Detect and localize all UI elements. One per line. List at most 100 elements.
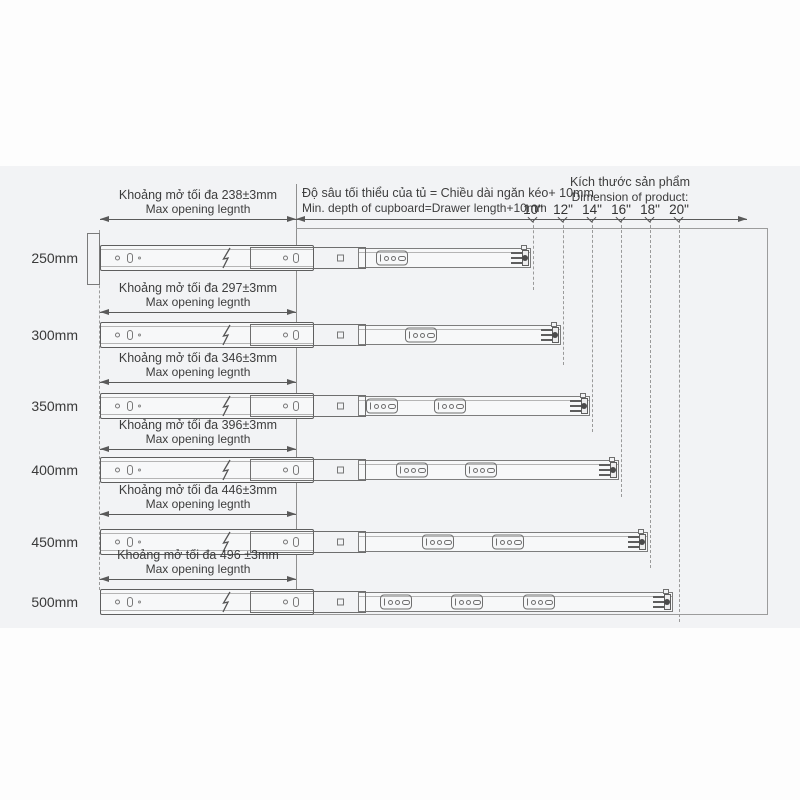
arrowhead-left-icon xyxy=(100,575,109,582)
rail-flange xyxy=(359,329,560,330)
mounting-slot-icon xyxy=(127,253,133,263)
inch-guide-line xyxy=(563,220,564,365)
max-opening-label-en: Max opening legnth xyxy=(145,295,251,309)
mounting-slot-icon xyxy=(127,465,133,475)
mounting-hole-icon xyxy=(115,467,120,473)
arrowhead-right-icon xyxy=(287,575,296,582)
rail-flange xyxy=(101,266,313,267)
rail-flange xyxy=(359,464,618,465)
inch-label: 20" xyxy=(669,202,689,217)
slide-mid-rail xyxy=(250,531,366,553)
row-length-label: 450mm xyxy=(31,534,78,550)
mounting-hole-icon xyxy=(337,598,344,606)
mounting-hole-icon xyxy=(283,539,288,545)
rail-flange xyxy=(101,249,313,250)
max-opening-label-en: Max opening legnth xyxy=(145,202,251,216)
max-opening-dimension-arrow xyxy=(100,378,296,385)
max-opening-label-vi: Khoảng mở tối đa 297±3mm xyxy=(118,281,278,295)
break-symbol-icon xyxy=(222,591,231,613)
mounting-hole-icon xyxy=(283,467,288,473)
mounting-hole-icon xyxy=(138,333,141,337)
inch-guide-line xyxy=(650,220,651,568)
max-opening-label-en: Max opening legnth xyxy=(145,432,251,446)
max-opening-label-vi: Khoảng mở tối đa 396±3mm xyxy=(118,418,278,432)
mounting-hole-icon xyxy=(115,255,120,261)
arrowhead-left-icon xyxy=(296,215,305,222)
end-bracket-icon xyxy=(653,589,671,610)
slide-mid-rail xyxy=(250,459,366,481)
slide-mid-rail xyxy=(250,395,366,417)
mounting-hole-icon xyxy=(337,466,344,474)
mounting-slot-icon xyxy=(293,401,299,411)
inch-guide-line xyxy=(621,220,622,497)
connector-bracket-icon xyxy=(376,250,408,266)
connector-bracket-icon xyxy=(396,462,428,478)
mounting-hole-icon xyxy=(115,332,120,338)
arrowhead-right-icon xyxy=(287,308,296,315)
row-length-label: 350mm xyxy=(31,398,78,414)
rail-flange xyxy=(101,550,313,551)
rail-flange xyxy=(101,610,313,611)
rail-flange xyxy=(101,461,313,462)
mounting-hole-icon xyxy=(138,468,141,472)
slide-extension-rail xyxy=(358,245,531,268)
max-opening-dimension-arrow xyxy=(100,575,296,582)
connector-bracket-icon xyxy=(405,327,437,343)
slide-mid-rail xyxy=(250,324,366,346)
row-length-label: 250mm xyxy=(31,250,78,266)
mounting-slot-icon xyxy=(293,253,299,263)
rail-flange xyxy=(359,400,589,401)
rail-flange xyxy=(101,478,313,479)
mounting-hole-icon xyxy=(337,538,344,546)
arrowhead-right-icon xyxy=(287,378,296,385)
max-opening-label-en: Max opening legnth xyxy=(145,562,251,576)
arrowhead-left-icon xyxy=(100,378,109,385)
slide-extension-rail xyxy=(358,393,590,416)
cupboard-outline xyxy=(296,228,768,615)
arrowhead-left-icon xyxy=(100,308,109,315)
break-symbol-icon xyxy=(222,531,231,553)
break-symbol-icon xyxy=(222,459,231,481)
rail-flange xyxy=(101,414,313,415)
rail-flange xyxy=(101,343,313,344)
end-bracket-icon xyxy=(599,457,617,478)
inch-label: 14" xyxy=(582,202,602,217)
slide-extension-rail xyxy=(358,589,673,612)
slide-mid-rail xyxy=(250,247,366,269)
mounting-slot-icon xyxy=(293,597,299,607)
rail-flange xyxy=(101,533,313,534)
front-mounting-bracket xyxy=(87,233,100,285)
inch-label: 12" xyxy=(553,202,573,217)
slide-extension-rail xyxy=(358,457,619,480)
break-symbol-icon xyxy=(222,247,231,269)
product-dim-title-en: Dimension of product: xyxy=(571,190,689,204)
rail-flange xyxy=(101,397,313,398)
max-opening-label-vi: Khoảng mở tối đa 346±3mm xyxy=(118,351,278,365)
cupboard-note-en: Min. depth of cupboard=Drawer length+10m… xyxy=(302,201,547,215)
mounting-hole-icon xyxy=(138,600,141,604)
max-opening-dimension-arrow xyxy=(100,510,296,517)
arrowhead-left-icon xyxy=(100,510,109,517)
slide-extension-rail xyxy=(358,322,561,345)
max-opening-label-vi: Khoảng mở tối đa 446±3mm xyxy=(118,483,278,497)
cupboard-note-vi: Độ sâu tối thiểu của tủ = Chiều dài ngăn… xyxy=(302,186,594,200)
row-length-label: 300mm xyxy=(31,327,78,343)
max-opening-label-vi: Khoảng mở tối đa 238±3mm xyxy=(118,188,278,202)
mounting-hole-icon xyxy=(115,403,120,409)
mounting-slot-icon xyxy=(127,401,133,411)
max-opening-dimension-arrow xyxy=(100,445,296,452)
break-symbol-icon xyxy=(222,395,231,417)
arrowhead-right-icon xyxy=(287,215,296,222)
max-opening-label-vi: Khoảng mở tối đa 496 ±3mm xyxy=(117,548,279,562)
arrowhead-right-icon xyxy=(287,510,296,517)
connector-bracket-icon xyxy=(451,594,483,610)
mounting-hole-icon xyxy=(138,404,141,408)
inch-label: 18" xyxy=(640,202,660,217)
end-bracket-icon xyxy=(541,322,559,343)
connector-bracket-icon xyxy=(492,534,524,550)
arrowhead-right-icon xyxy=(738,215,747,222)
mounting-slot-icon xyxy=(127,330,133,340)
mounting-hole-icon xyxy=(337,331,344,339)
mounting-slot-icon xyxy=(127,537,133,547)
